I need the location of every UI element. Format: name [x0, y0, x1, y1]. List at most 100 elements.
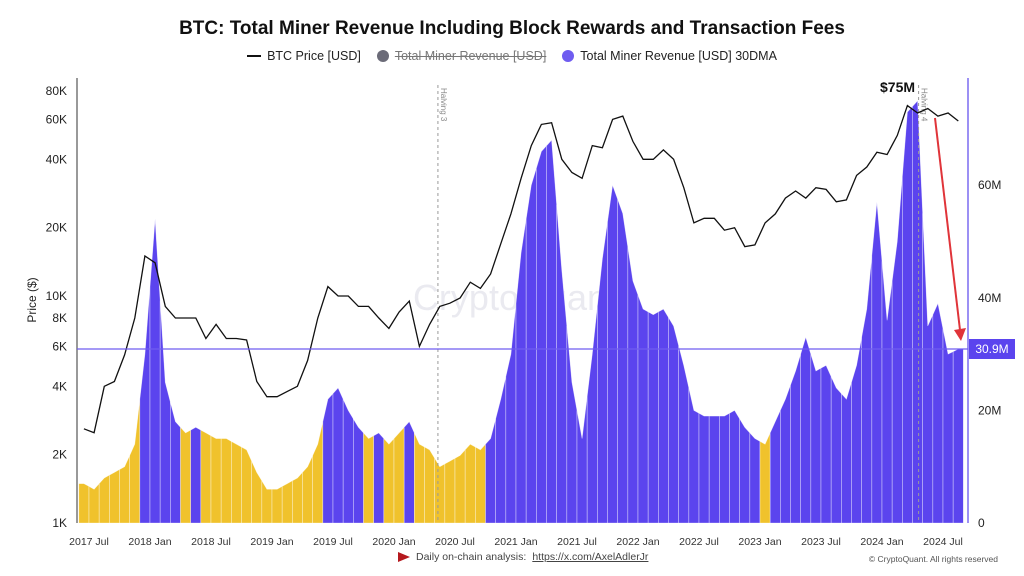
chart-title: BTC: Total Miner Revenue Including Block…: [179, 18, 845, 39]
revenue-bar: [698, 412, 710, 524]
revenue-bar: [739, 417, 751, 524]
revenue-bar: [637, 294, 649, 524]
revenue-bar: [647, 311, 659, 524]
x-tick-label: 2022 Jul: [679, 536, 719, 548]
x-tick-label: 2018 Jul: [191, 536, 231, 548]
line-swatch-icon: [247, 55, 262, 57]
revenue-bar: [576, 396, 588, 524]
x-tick-label: 2023 Jul: [801, 536, 841, 548]
x-tick-label: 2017 Jul: [69, 536, 109, 548]
revenue-bar: [597, 221, 608, 524]
revenue-bar: [556, 204, 568, 524]
revenue-bar: [129, 399, 141, 524]
revenue-bar: [820, 364, 832, 524]
revenue-bar: [830, 376, 842, 524]
copyright: © CryptoQuant. All rights reserved: [868, 554, 998, 564]
x-tick-label: 2021 Jul: [557, 536, 597, 548]
halving-label: Halving 3: [439, 88, 448, 122]
revenue-bar: [688, 387, 700, 524]
revenue-bar: [353, 417, 364, 524]
revenue-bar: [444, 457, 456, 524]
revenue-bar: [383, 437, 395, 524]
revenue-bar: [861, 255, 873, 524]
x-tick-label: 2021 Jan: [494, 536, 537, 548]
revenue-bar: [942, 328, 954, 524]
revenue-bar: [424, 446, 435, 524]
revenue-bar: [180, 426, 191, 524]
flag-icon: [398, 552, 410, 562]
revenue-bar: [363, 432, 374, 524]
revenue-bar: [292, 471, 303, 524]
btc-price-line: [83, 104, 959, 434]
revenue-bar: [281, 480, 293, 524]
revenue-bar: [170, 401, 181, 524]
revenue-bar: [546, 139, 557, 524]
revenue-bar: [312, 421, 324, 524]
y-right-tick-label: 40M: [978, 291, 1001, 305]
revenue-bar: [922, 213, 934, 524]
revenue-bar: [475, 443, 486, 524]
footer-link[interactable]: https://x.com/AxelAdlerJr: [532, 551, 649, 563]
x-tick-label: 2018 Jan: [128, 536, 171, 548]
peak-annotation: $75M: [880, 79, 915, 95]
current-value-badge: [969, 339, 1015, 359]
y-left-tick-label: 2K: [52, 448, 67, 462]
revenue-bar: [271, 485, 283, 524]
legend-label: Total Miner Revenue [USD] 30DMA: [580, 49, 777, 63]
x-tick-label: 2019 Jan: [250, 536, 293, 548]
revenue-bar: [515, 218, 527, 524]
revenue-bar: [495, 376, 507, 524]
revenue-bar: [658, 308, 669, 524]
y-left-tick-label: 4K: [52, 379, 67, 393]
revenue-bar: [159, 300, 171, 524]
x-tick-label: 2020 Jan: [372, 536, 415, 548]
revenue-bar: [759, 432, 771, 524]
revenue-bar: [790, 354, 801, 524]
current-value-label: 30.9M: [975, 342, 1008, 356]
x-tick-label: 2023 Jan: [738, 536, 781, 548]
revenue-bar: [891, 176, 903, 524]
revenue-bar: [393, 426, 405, 524]
revenue-bar: [607, 185, 618, 524]
red-arrow: [934, 117, 966, 341]
revenue-bar: [719, 412, 730, 524]
revenue-bar: [729, 409, 740, 524]
y-right-tick-label: 60M: [978, 178, 1001, 192]
revenue-bar: [332, 387, 344, 524]
legend-label: BTC Price [USD]: [267, 49, 361, 63]
y-left-tick-label: 40K: [46, 152, 67, 166]
y-left-tick-label: 60K: [46, 112, 67, 126]
dot-swatch-icon: [376, 50, 389, 62]
y-right-tick-label: 0: [978, 516, 985, 530]
revenue-bar: [749, 432, 761, 524]
revenue-bar: [261, 479, 273, 524]
revenue-bar: [800, 336, 812, 524]
y-left-tick-label: 80K: [46, 84, 67, 98]
revenue-bar: [678, 345, 690, 524]
revenue-bar: [708, 415, 720, 524]
x-tick-label: 2019 Jul: [313, 536, 353, 548]
legend-item-btc-price[interactable]: BTC Price [USD]: [247, 49, 361, 63]
revenue-bar: [241, 446, 252, 524]
revenue-bar: [810, 354, 822, 524]
halving-label: Halving 4: [920, 88, 929, 122]
revenue-bar: [200, 429, 212, 524]
revenue-bar: [780, 384, 791, 524]
x-tick-label: 2022 Jan: [616, 536, 659, 548]
y-axis-label: Price ($): [25, 277, 39, 322]
revenue-bar: [536, 145, 547, 524]
revenue-bar: [119, 455, 130, 524]
revenue-bar: [505, 303, 517, 524]
revenue-bar: [109, 469, 120, 524]
revenue-bar: [342, 399, 354, 524]
revenue-bar: [149, 218, 161, 524]
dot-swatch-icon: [562, 50, 575, 62]
revenue-bar: [871, 202, 883, 524]
y-left-tick-label: 10K: [46, 289, 67, 303]
legend-item-total-miner-revenue[interactable]: Total Miner Revenue [USD]: [376, 49, 546, 63]
revenue-bar: [464, 443, 476, 524]
legend-item-revenue-30dma[interactable]: Total Miner Revenue [USD] 30DMA: [562, 49, 777, 63]
legend: BTC Price [USD] Total Miner Revenue [USD…: [0, 49, 1024, 63]
revenue-bar: [78, 483, 90, 524]
